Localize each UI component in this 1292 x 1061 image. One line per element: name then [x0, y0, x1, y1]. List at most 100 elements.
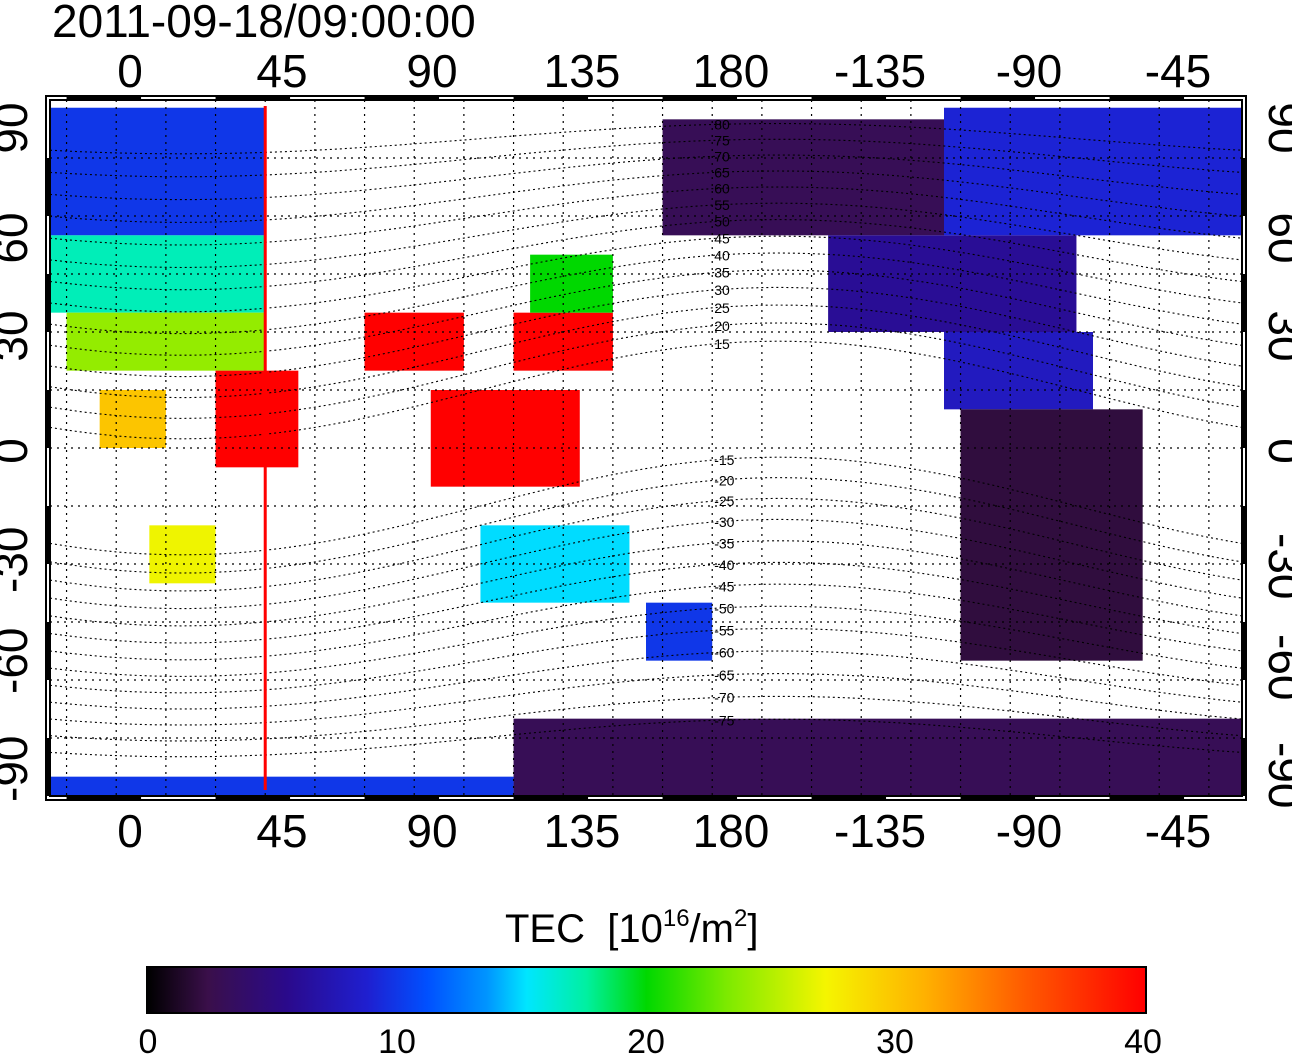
frame-tick: [46, 390, 50, 448]
colorbar-unit-exp2: 2: [733, 905, 748, 932]
tec-region: [50, 776, 514, 796]
contour-label: 75: [714, 132, 730, 148]
contour-label: -20: [714, 473, 734, 489]
bottom-tick: -45: [1144, 805, 1212, 857]
colorbar-label: TEC: [505, 907, 585, 951]
contour-label: 50: [714, 214, 730, 230]
colorbar-unit-prefix: [10: [607, 907, 663, 951]
frame-tick: [46, 506, 50, 564]
top-tick: 135: [543, 45, 621, 97]
frame-tick: [1109, 796, 1185, 800]
contour-line: [50, 605, 1242, 677]
frame-tick: [215, 796, 291, 800]
frame-tick: [1242, 390, 1246, 448]
contour-line: [50, 456, 1242, 556]
top-tick: -135: [833, 45, 927, 97]
contour-label: -30: [714, 514, 734, 530]
tec-region: [828, 235, 1077, 332]
frame-tick: [1242, 274, 1246, 332]
contour-label: 15: [714, 336, 730, 352]
contour-line: [50, 497, 1242, 592]
tec-region: [215, 370, 299, 468]
colorbar-unit-mid: /m: [689, 907, 734, 951]
contour-line: [50, 219, 1242, 291]
colorbar-unit-suffix: ]: [747, 907, 759, 951]
contour-label: -40: [714, 557, 734, 573]
contour-label: -70: [714, 690, 734, 706]
contour-label: -45: [714, 578, 734, 594]
frame-tick: [66, 96, 142, 100]
frame-tick: [662, 796, 738, 800]
colorbar-tick: 40: [1124, 1023, 1162, 1061]
frame-tick: [46, 622, 50, 680]
frame-tick: [1242, 506, 1246, 564]
colorbar-tick: 30: [876, 1023, 914, 1061]
tec-region: [66, 312, 266, 371]
frame-tick: [46, 738, 50, 796]
tec-region: [99, 390, 166, 448]
frame-tick: [811, 96, 887, 100]
tec-region: [364, 312, 464, 371]
frame-tick: [1242, 738, 1246, 796]
map-title: 2011-09-18/09:00:00: [52, 0, 476, 47]
tec-region: [960, 409, 1143, 661]
frame-tick: [46, 158, 50, 216]
top-tick: 90: [406, 45, 458, 97]
tec-region: [530, 254, 613, 313]
contour-line: [50, 718, 1242, 758]
frame-tick: [364, 96, 440, 100]
frame-tick: [811, 796, 887, 800]
contour-label: 65: [714, 165, 730, 181]
frame-tick: [662, 96, 738, 100]
colorbar-tick: 10: [378, 1023, 416, 1061]
frame-tick: [66, 796, 142, 800]
contour-label: -65: [714, 667, 734, 683]
bottom-tick: -90: [995, 805, 1063, 857]
contour-line: [50, 122, 1242, 155]
contour-line: [50, 695, 1242, 742]
top-tick: 45: [256, 45, 308, 97]
tec-region: [662, 119, 944, 236]
frame-tick: [364, 796, 440, 800]
frame-tick: [1109, 96, 1185, 100]
contour-line: [50, 202, 1242, 269]
bottom-tick: -135: [833, 805, 927, 857]
tec-region: [430, 390, 580, 487]
tec-region: [513, 718, 1242, 796]
tec-region: [646, 602, 713, 661]
frame-ticks: [46, 96, 1246, 800]
bottom-tick: 90: [406, 805, 458, 857]
bottom-tick: 180: [692, 805, 770, 857]
contour-label: 25: [714, 300, 730, 316]
bottom-tick: 45: [256, 805, 308, 857]
frame-tick: [513, 796, 589, 800]
contour-label: 20: [714, 318, 730, 334]
contour-label: 40: [714, 247, 730, 263]
contour-line: [50, 154, 1242, 201]
contour-line: [50, 138, 1242, 178]
colorbar-title: TEC [1016/m2]: [505, 906, 758, 952]
top-tick: -90: [995, 45, 1063, 97]
contour-label: 35: [714, 265, 730, 281]
tec-region: [50, 107, 266, 236]
colorbar-unit-exp1: 16: [662, 905, 690, 932]
contour-label: -60: [714, 645, 734, 661]
bottom-tick: 0: [117, 805, 143, 857]
tec-region: [944, 332, 1093, 410]
top-tick: -45: [1144, 45, 1212, 97]
frame-tick: [215, 96, 291, 100]
frame-tick: [46, 274, 50, 332]
frame-tick: [1242, 622, 1246, 680]
frame-tick: [513, 96, 589, 100]
contour-line: [50, 518, 1242, 610]
contour-line: [50, 627, 1242, 694]
colorbar-tick: 20: [627, 1023, 665, 1061]
contour-label: 60: [714, 181, 730, 197]
contour-line: [50, 286, 1242, 378]
contour-label: 55: [714, 197, 730, 213]
frame-tick: [960, 96, 1036, 100]
contour-label: -25: [714, 493, 734, 509]
contour-label: 70: [714, 148, 730, 164]
